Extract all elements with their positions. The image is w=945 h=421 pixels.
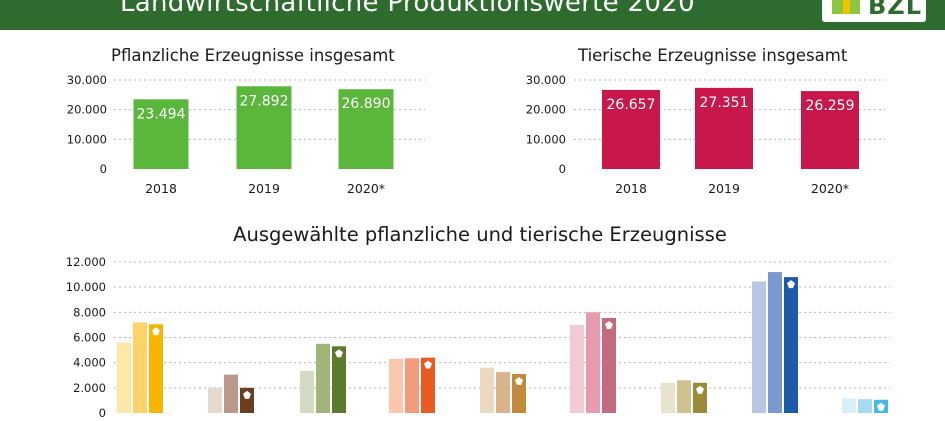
plant-y-tick: 10.000 <box>67 132 107 146</box>
products-bar-group7-2018 <box>661 382 675 413</box>
estimate-marker-icon <box>152 327 160 336</box>
plant-x-tick: 2018 <box>145 181 177 196</box>
plant-bar-2018 <box>133 99 189 169</box>
animal-y-tick: 10.000 <box>526 132 566 146</box>
animal-bar-2018 <box>602 89 660 169</box>
plant-y-tick: 30.000 <box>67 73 107 87</box>
plant-y-tick: 0 <box>100 162 107 176</box>
products-bar-group4-2020 <box>421 357 435 413</box>
animal-y-tick: 30.000 <box>526 73 566 87</box>
products-bar-group7-2020 <box>693 382 707 413</box>
bzl-logo: BZL <box>822 0 926 22</box>
products-bar-group8-2020 <box>784 277 798 413</box>
products-bar-group1-2019 <box>133 322 147 413</box>
estimate-marker-icon <box>515 376 523 385</box>
plant-chart-title: Pflanzliche Erzeugnisse insgesamt <box>111 46 395 65</box>
plant-bar-value-label: 26.890 <box>342 96 391 112</box>
products-bar-group9-2018 <box>842 398 856 413</box>
plant-bar-2020 <box>338 89 394 169</box>
products-bar-group2-2019 <box>224 374 238 413</box>
products-y-tick: 4.000 <box>73 356 106 370</box>
products-bar-group1-2018 <box>117 342 131 413</box>
animal-bar-value-label: 26.259 <box>806 98 855 114</box>
animal-y-tick: 0 <box>559 162 566 176</box>
estimate-marker-icon <box>605 320 613 329</box>
products-bar-group7-2019 <box>677 380 691 413</box>
products-bar-group5-2019 <box>496 372 510 413</box>
plant-y-tick: 20.000 <box>67 103 107 117</box>
products-bar-group4-2019 <box>405 358 419 413</box>
estimate-marker-icon <box>787 280 795 289</box>
plant-x-tick: 2020* <box>347 181 385 196</box>
products-bar-group1-2020 <box>149 324 163 413</box>
header-title: Landwirtschaftliche Produktionswerte 202… <box>120 0 695 18</box>
logo-mark-icon <box>832 0 860 14</box>
products-bar-group8-2018 <box>752 281 766 413</box>
products-bar-group6-2020 <box>602 317 616 413</box>
estimate-marker-icon <box>335 349 343 358</box>
animal-bar-2019 <box>695 87 753 169</box>
animal-chart-title: Tierische Erzeugnisse insgesamt <box>577 46 848 65</box>
animal-y-tick: 20.000 <box>526 103 566 117</box>
products-y-tick: 10.000 <box>66 280 106 294</box>
products-bar-group9-2019 <box>858 399 872 413</box>
header-banner: Landwirtschaftliche Produktionswerte 202… <box>0 0 945 30</box>
products-bar-group2-2018 <box>208 387 222 413</box>
plant-x-tick: 2019 <box>248 181 280 196</box>
products-bar-group4-2018 <box>389 358 403 413</box>
estimate-marker-icon <box>424 360 432 369</box>
plant-bar-value-label: 23.494 <box>137 106 186 122</box>
animal-bar-2020 <box>801 91 859 169</box>
logo-text: BZL <box>868 0 922 20</box>
animal-x-tick: 2020* <box>811 181 849 196</box>
estimate-marker-icon <box>696 385 704 394</box>
products-y-tick: 8.000 <box>73 305 106 319</box>
products-bar-group6-2018 <box>570 324 584 413</box>
products-bar-group5-2018 <box>480 367 494 413</box>
animal-x-tick: 2018 <box>615 181 647 196</box>
products-bar-group3-2019 <box>316 343 330 413</box>
products-bar-group6-2019 <box>586 312 600 413</box>
products-y-tick: 2.000 <box>73 381 106 395</box>
estimate-marker-icon <box>877 402 885 411</box>
plant-bar-2019 <box>236 86 292 169</box>
products-chart-title: Ausgewählte pflanzliche und tierische Er… <box>233 223 727 246</box>
products-bar-group3-2020 <box>332 346 346 413</box>
plant-bar-value-label: 27.892 <box>240 93 289 109</box>
animal-bar-value-label: 26.657 <box>607 97 656 113</box>
animal-bar-value-label: 27.351 <box>700 95 749 111</box>
products-y-tick: 0 <box>99 406 106 420</box>
products-bar-group8-2019 <box>768 272 782 413</box>
products-y-tick: 6.000 <box>73 331 106 345</box>
products-bar-group3-2018 <box>300 370 314 413</box>
products-bar-group5-2020 <box>512 373 526 413</box>
estimate-marker-icon <box>243 390 251 399</box>
products-y-tick: 12.000 <box>66 255 106 269</box>
animal-x-tick: 2019 <box>708 181 740 196</box>
